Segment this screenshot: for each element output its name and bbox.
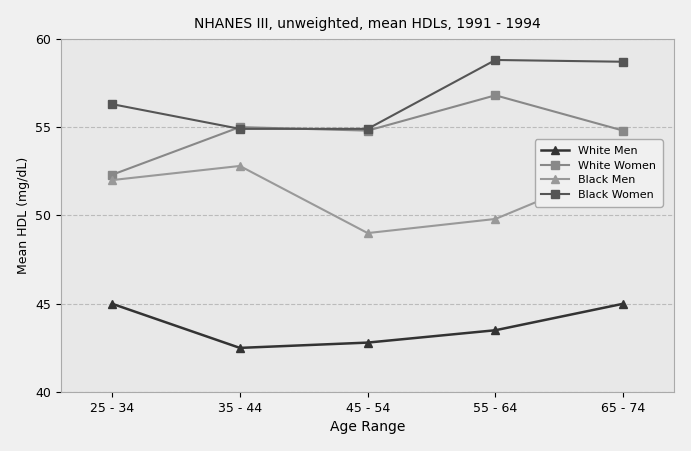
Title: NHANES III, unweighted, mean HDLs, 1991 - 1994: NHANES III, unweighted, mean HDLs, 1991 …	[194, 17, 541, 31]
Black Women	[491, 57, 500, 63]
Black Men	[363, 230, 372, 236]
Line: White Men: White Men	[108, 299, 627, 352]
Legend: White Men, White Women, Black Men, Black Women: White Men, White Women, Black Men, Black…	[535, 139, 663, 207]
Black Men	[491, 216, 500, 221]
White Women	[491, 92, 500, 98]
White Men	[619, 301, 627, 306]
Y-axis label: Mean HDL (mg/dL): Mean HDL (mg/dL)	[17, 157, 30, 274]
Line: White Women: White Women	[108, 91, 627, 179]
Black Men	[619, 163, 627, 169]
Black Women	[108, 101, 116, 107]
Black Women	[619, 59, 627, 64]
X-axis label: Age Range: Age Range	[330, 420, 406, 434]
White Men	[363, 340, 372, 345]
Black Men	[108, 177, 116, 183]
Line: Black Men: Black Men	[108, 162, 627, 237]
Black Women	[236, 126, 244, 132]
Black Women	[363, 126, 372, 132]
White Women	[108, 172, 116, 178]
White Women	[236, 124, 244, 130]
White Men	[491, 327, 500, 333]
White Women	[619, 128, 627, 133]
White Men	[108, 301, 116, 306]
Black Men	[236, 163, 244, 169]
Line: Black Women: Black Women	[108, 56, 627, 133]
White Men	[236, 345, 244, 350]
White Women	[363, 128, 372, 133]
